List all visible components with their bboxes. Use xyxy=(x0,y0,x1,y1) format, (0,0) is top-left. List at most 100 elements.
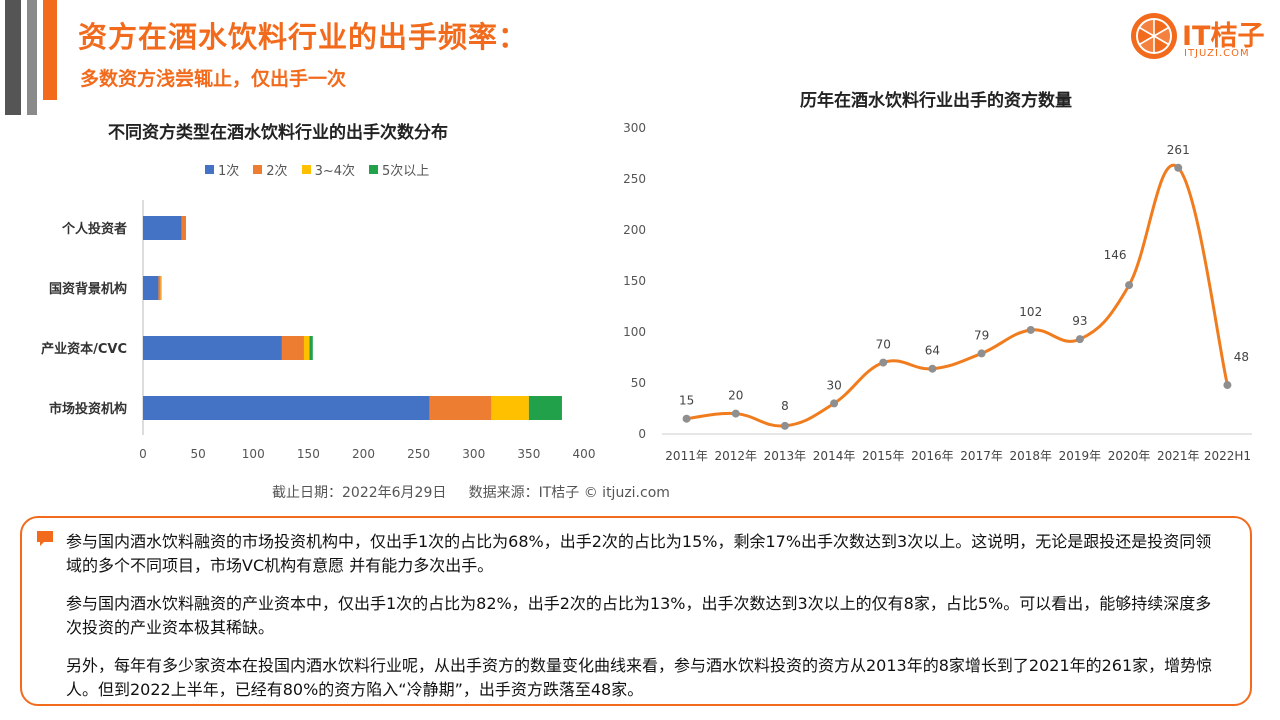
legend-item-3: 5次以上 xyxy=(369,160,429,179)
line-data-point xyxy=(682,414,691,423)
legend-swatch xyxy=(253,165,263,174)
bar-chart-title: 不同资方类型在酒水饮料行业的出手次数分布 xyxy=(108,123,448,143)
note-paragraph-1: 参与国内酒水饮料融资的市场投资机构中，仅出手1次的占比为68%，出手2次的占比为… xyxy=(66,532,1212,575)
line-y-tick-label: 50 xyxy=(631,376,646,390)
bar-x-tick-label: 200 xyxy=(352,447,375,461)
line-y-tick-label: 250 xyxy=(623,172,646,186)
bar-segment xyxy=(429,396,492,420)
line-data-label: 146 xyxy=(1104,248,1127,262)
line-x-tick-label: 2012年 xyxy=(714,449,757,463)
speech-bubble-icon xyxy=(37,531,53,546)
line-x-tick-label: 2022H1 xyxy=(1204,449,1251,463)
bar-segment xyxy=(143,276,159,300)
bar-x-tick-label: 250 xyxy=(407,447,430,461)
bar-segment xyxy=(160,276,162,300)
line-x-tick-label: 2020年 xyxy=(1108,449,1151,463)
bar-category-label: 国资背景机构 xyxy=(49,281,127,297)
footnote: 截止日期：2022年6月29日 数据来源：IT桔子 © itjuzi.com xyxy=(272,485,670,501)
line-data-point xyxy=(879,358,888,367)
line-series-path xyxy=(686,163,1229,428)
legend-label: 5次以上 xyxy=(382,164,430,179)
line-data-label: 30 xyxy=(826,378,841,392)
bar-x-tick-label: 400 xyxy=(573,447,596,461)
line-x-tick-label: 2021年 xyxy=(1157,449,1200,463)
bar-chart-legend: 1次 2次 3~4次 5次以上 xyxy=(205,160,429,179)
bar-segment xyxy=(281,336,304,360)
bar-x-tick-label: 50 xyxy=(190,447,205,461)
bar-segment xyxy=(303,336,310,360)
legend-label: 2次 xyxy=(266,164,288,179)
bar-category-label: 市场投资机构 xyxy=(49,401,127,417)
line-data-point xyxy=(780,421,789,430)
bar-x-tick-label: 350 xyxy=(517,447,540,461)
bar-segment xyxy=(143,396,430,420)
bar-category-label: 个人投资者 xyxy=(61,221,127,237)
line-data-label: 261 xyxy=(1167,143,1190,157)
line-x-tick-label: 2016年 xyxy=(911,449,954,463)
line-y-tick-label: 200 xyxy=(623,223,646,237)
line-x-tick-label: 2011年 xyxy=(665,449,708,463)
bar-category-label: 产业资本/CVC xyxy=(41,341,127,357)
line-data-label: 20 xyxy=(728,389,743,403)
bar-x-tick-label: 0 xyxy=(139,447,147,461)
decorative-bar-light xyxy=(27,0,37,115)
line-x-tick-label: 2019年 xyxy=(1059,449,1102,463)
line-y-tick-label: 100 xyxy=(623,325,646,339)
legend-swatch xyxy=(205,165,214,174)
bar-x-tick-label: 300 xyxy=(462,447,485,461)
line-data-label: 93 xyxy=(1072,314,1087,328)
line-data-label: 15 xyxy=(679,394,694,408)
legend-swatch xyxy=(301,165,311,174)
legend-swatch xyxy=(369,165,378,174)
line-x-tick-label: 2015年 xyxy=(862,449,905,463)
legend-item-2: 3~4次 xyxy=(301,160,355,179)
bar-segment xyxy=(181,216,186,240)
line-data-point xyxy=(1174,163,1183,172)
line-data-label: 70 xyxy=(876,338,891,352)
line-data-point xyxy=(1075,335,1084,344)
bar-segment xyxy=(143,216,182,240)
line-data-label: 8 xyxy=(781,399,789,413)
legend-item-1: 2次 xyxy=(253,160,288,179)
legend-item-0: 1次 xyxy=(205,160,239,179)
bar-segment xyxy=(158,276,161,300)
itjuzi-logo: IT桔子 ITJUZI.COM xyxy=(1130,12,1270,62)
note-paragraph-2: 参与国内酒水饮料融资的产业资本中，仅出手1次的占比为82%，出手2次的占比为13… xyxy=(66,594,1212,637)
line-data-label: 48 xyxy=(1234,350,1249,364)
decorative-bar-dark xyxy=(5,0,21,115)
line-data-point xyxy=(1125,281,1134,290)
line-data-label: 64 xyxy=(925,344,940,358)
line-y-tick-label: 300 xyxy=(623,121,646,135)
bar-x-tick-label: 100 xyxy=(242,447,265,461)
note-paragraph-3: 另外，每年有多少家资本在投国内酒水饮料行业呢，从出手资方的数量变化曲线来看，参与… xyxy=(66,656,1213,699)
analysis-note-box: 参与国内酒水饮料融资的市场投资机构中，仅出手1次的占比为68%，出手2次的占比为… xyxy=(20,516,1252,706)
page-title: 资方在酒水饮料行业的出手频率： xyxy=(78,20,529,54)
decorative-bars xyxy=(0,0,60,115)
page-subtitle: 多数资方浅尝辄止，仅出手一次 xyxy=(80,68,347,90)
line-data-point xyxy=(731,409,740,418)
legend-label: 1次 xyxy=(218,164,240,179)
line-data-label: 79 xyxy=(974,328,989,342)
bar-segment xyxy=(143,336,282,360)
legend-label: 3~4次 xyxy=(314,164,355,179)
decorative-bar-orange xyxy=(43,0,57,100)
line-data-label: 102 xyxy=(1019,305,1042,319)
line-x-tick-label: 2014年 xyxy=(813,449,856,463)
bar-segment xyxy=(528,396,562,420)
line-x-tick-label: 2017年 xyxy=(960,449,1003,463)
line-data-point xyxy=(1026,325,1035,334)
bar-segment xyxy=(491,396,529,420)
line-data-point xyxy=(1223,381,1232,390)
orange-slice-icon xyxy=(1131,13,1177,59)
line-chart: 0 50 100 150 200 250 300 2011年 2012年 2013年 2014年 20… xyxy=(623,121,1252,463)
logo-text: IT桔子 xyxy=(1182,21,1265,52)
line-data-point xyxy=(830,399,839,408)
line-x-tick-label: 2018年 xyxy=(1009,449,1052,463)
line-y-tick-label: 150 xyxy=(623,274,646,288)
bar-x-tick-label: 150 xyxy=(297,447,320,461)
line-y-tick-label: 0 xyxy=(638,427,646,441)
logo-subtext: ITJUZI.COM xyxy=(1184,48,1250,59)
line-data-point xyxy=(977,349,986,358)
bar-chart: 0 50 100 150 200 250 300 350 400 个人投资者国资背景机构产业资本/… xyxy=(41,200,596,461)
line-x-tick-label: 2013年 xyxy=(764,449,807,463)
